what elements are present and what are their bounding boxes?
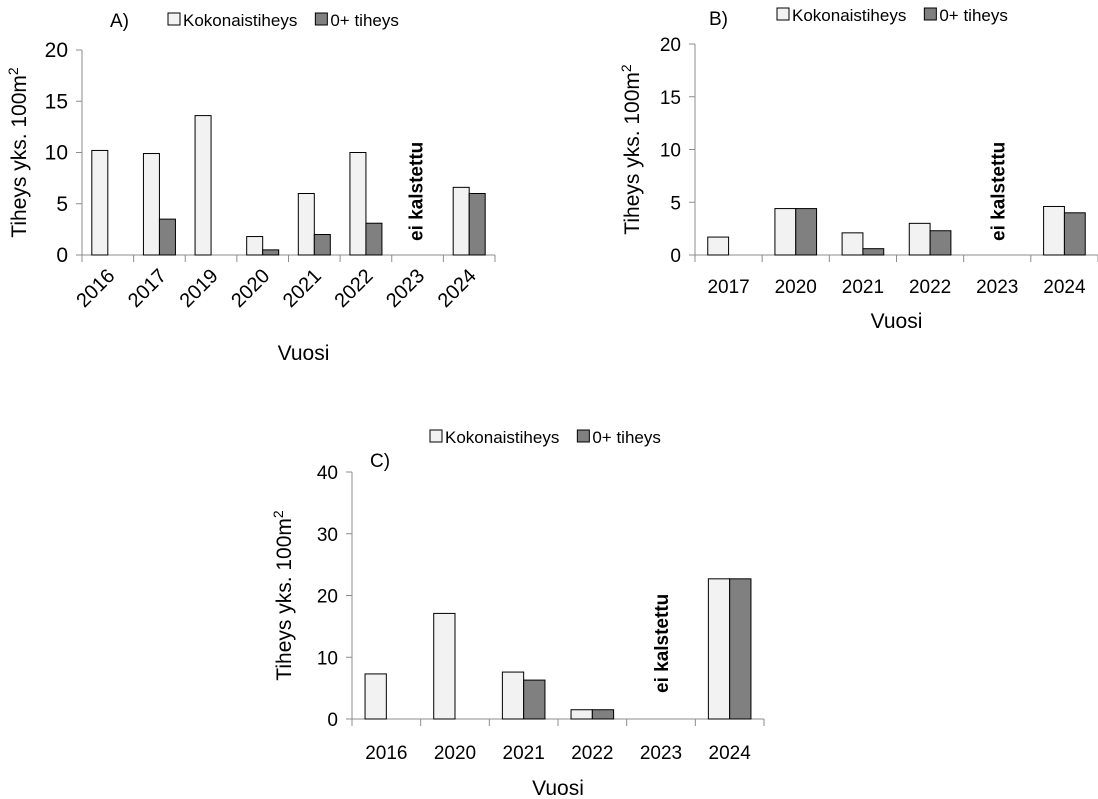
chart-panel-c: 0 10 20 30 40 2016 2020 2021 2022 2023 2024 ei kals… bbox=[270, 428, 765, 799]
y-tick-label: 40 bbox=[317, 463, 338, 484]
y-tick-label: 5 bbox=[56, 193, 68, 216]
bar-kokonaistiheys-2017 bbox=[142, 153, 160, 256]
x-tick-label: 2022 bbox=[909, 277, 951, 298]
y-tick-label: 20 bbox=[660, 35, 681, 56]
y-tick-label: 10 bbox=[660, 141, 681, 162]
x-tick-label: 2023 bbox=[976, 277, 1018, 298]
bar-kokonaistiheys-2022 bbox=[908, 222, 931, 256]
x-tick-label: 2016 bbox=[365, 743, 407, 764]
legend: Kokonaistiheys 0+ tiheys bbox=[776, 6, 1008, 25]
bar-kokonaistiheys-2016 bbox=[91, 149, 109, 256]
x-tick-label: 2021 bbox=[842, 277, 884, 298]
x-tick-label: 2024 bbox=[1043, 277, 1086, 298]
bar-kokonaistiheys-2020 bbox=[774, 208, 797, 256]
x-tick-label: 2022 bbox=[571, 743, 613, 764]
bar-0plus-tiheys-2022 bbox=[365, 222, 383, 256]
y-tick-label: 15 bbox=[45, 90, 68, 113]
y-tick-label: 30 bbox=[317, 525, 338, 546]
x-tick-label: 2024 bbox=[709, 743, 752, 764]
x-tick-label: 2023 bbox=[640, 743, 682, 764]
legend-swatch-0plus-tiheys bbox=[576, 429, 590, 443]
annotation-ei-kalstettu: ei kalstettu bbox=[407, 142, 428, 241]
y-tick-label: 0 bbox=[56, 244, 68, 267]
y-tick-label: 15 bbox=[660, 88, 681, 109]
bar-kokonaistiheys-2024 bbox=[452, 186, 470, 256]
y-tick-label: 0 bbox=[670, 246, 681, 267]
bar-0plus-tiheys-2022 bbox=[929, 230, 952, 256]
legend-swatch-kokonaistiheys bbox=[776, 7, 790, 21]
panel-label: A) bbox=[110, 11, 129, 32]
x-tick-label: 2022 bbox=[330, 265, 377, 312]
legend-swatch-0plus-tiheys bbox=[314, 12, 328, 26]
y-axis-label: Tiheys yks. 100m2 bbox=[618, 64, 644, 235]
bar-0plus-tiheys-2021 bbox=[862, 248, 885, 256]
legend-swatch-kokonaistiheys bbox=[429, 429, 443, 443]
y-tick-label: 20 bbox=[45, 39, 68, 62]
bar-kokonaistiheys-2020 bbox=[246, 236, 264, 256]
bar-kokonaistiheys-2021 bbox=[841, 232, 864, 256]
legend-label: Kokonaistiheys bbox=[183, 11, 297, 30]
x-tick-label: 2020 bbox=[434, 743, 476, 764]
bar-kokonaistiheys-2022 bbox=[349, 152, 367, 256]
x-axis-label: Vuosi bbox=[278, 342, 330, 365]
x-axis-label: Vuosi bbox=[871, 310, 923, 333]
bar-0plus-tiheys-2024 bbox=[729, 578, 752, 720]
legend-swatch-0plus-tiheys bbox=[923, 7, 937, 21]
y-tick-label: 5 bbox=[670, 193, 681, 214]
x-tick-label: 2020 bbox=[775, 277, 817, 298]
x-tick-label: 2017 bbox=[707, 277, 749, 298]
bar-0plus-tiheys-2021 bbox=[313, 234, 331, 256]
bar-0plus-tiheys-2020 bbox=[262, 249, 280, 256]
y-tick-label: 20 bbox=[317, 587, 338, 608]
panel-label: B) bbox=[709, 9, 728, 30]
y-axis-label: Tiheys yks. 100m2 bbox=[5, 67, 31, 238]
x-tick-label: 2021 bbox=[503, 743, 545, 764]
legend: Kokonaistiheys 0+ tiheys bbox=[167, 11, 399, 30]
x-tick-label: 2024 bbox=[434, 265, 481, 312]
annotation-ei-kalstettu: ei kalstettu bbox=[652, 594, 673, 693]
x-tick-label: 2016 bbox=[72, 265, 119, 312]
bar-kokonaistiheys-2024 bbox=[707, 578, 731, 720]
legend-label: 0+ tiheys bbox=[939, 6, 1008, 25]
bar-kokonaistiheys-2019 bbox=[194, 115, 212, 256]
bar-kokonaistiheys-2017 bbox=[707, 236, 730, 256]
x-axis-label: Vuosi bbox=[532, 777, 584, 799]
x-tick-label: 2021 bbox=[279, 265, 326, 312]
legend-label: 0+ tiheys bbox=[330, 11, 399, 30]
bar-kokonaistiheys-2024 bbox=[1043, 205, 1065, 256]
x-tick-label: 2020 bbox=[227, 265, 274, 312]
bar-kokonaistiheys-2021 bbox=[297, 193, 315, 256]
bar-0plus-tiheys-2017 bbox=[158, 218, 176, 256]
legend-label: 0+ tiheys bbox=[592, 428, 661, 447]
bar-0plus-tiheys-2022 bbox=[591, 709, 615, 720]
legend-swatch-kokonaistiheys bbox=[167, 12, 181, 26]
legend: Kokonaistiheys 0+ tiheys bbox=[429, 428, 661, 447]
x-tick-label: 2017 bbox=[124, 265, 171, 312]
chart-panel-b: 0 5 10 15 20 2017 2020 2021 2022 2023 2024 ei kalst… bbox=[618, 6, 1098, 333]
legend-label: Kokonaistiheys bbox=[445, 428, 559, 447]
bar-0plus-tiheys-2020 bbox=[795, 208, 818, 256]
y-tick-label: 10 bbox=[45, 142, 68, 165]
y-axis-label: Tiheys yks. 100m2 bbox=[270, 510, 296, 681]
x-tick-label: 2019 bbox=[176, 265, 223, 312]
bar-kokonaistiheys-2021 bbox=[501, 671, 525, 720]
annotation-ei-kalstettu: ei kalstettu bbox=[988, 142, 1009, 241]
bar-kokonaistiheys-2016 bbox=[364, 673, 387, 720]
legend-label: Kokonaistiheys bbox=[792, 6, 906, 25]
bar-0plus-tiheys-2021 bbox=[523, 679, 546, 720]
y-tick-label: 0 bbox=[327, 710, 338, 731]
y-tick-label: 10 bbox=[317, 648, 338, 669]
panel-label: C) bbox=[370, 451, 390, 472]
chart-panel-a: 0 5 10 15 20 2016 2017 2019 2020 2021 2022 2023 2024… bbox=[5, 11, 496, 365]
bar-kokonaistiheys-2022 bbox=[570, 709, 593, 720]
bar-kokonaistiheys-2020 bbox=[433, 612, 456, 720]
bar-0plus-tiheys-2024 bbox=[1063, 212, 1086, 256]
bar-0plus-tiheys-2024 bbox=[468, 193, 486, 256]
x-tick-label: 2023 bbox=[382, 265, 429, 312]
